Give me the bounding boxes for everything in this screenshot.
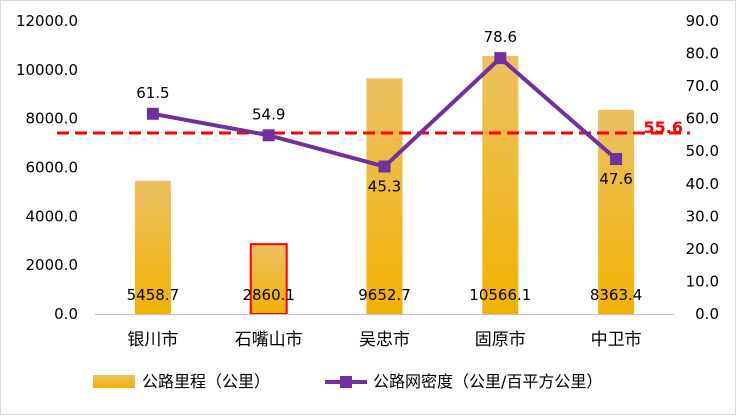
density-data-label: 78.6 <box>484 28 517 46</box>
bar-data-label: 2860.1 <box>242 286 295 304</box>
bar-5 <box>598 109 635 315</box>
x-tick-label: 吴忠市 <box>359 330 410 350</box>
y-left-tick-label: 10000.0 <box>16 61 78 79</box>
y-right-tick-label: 90.0 <box>686 12 719 30</box>
density-data-label: 47.6 <box>599 170 632 188</box>
bar-1 <box>134 180 171 314</box>
density-data-label: 54.9 <box>252 105 285 123</box>
y-left-tick-label: 2000.0 <box>26 256 79 274</box>
y-right-tick-label: 70.0 <box>686 77 719 95</box>
bar-data-label: 9652.7 <box>358 286 411 304</box>
y-right-tick-label: 0.0 <box>695 305 719 323</box>
density-marker-5 <box>610 153 623 166</box>
density-marker-3 <box>378 160 391 173</box>
density-marker-4 <box>494 52 507 65</box>
y-left-tick-label: 6000.0 <box>26 159 79 177</box>
y-right-tick-label: 50.0 <box>686 142 719 160</box>
y-right-tick-label: 40.0 <box>686 175 719 193</box>
y-right-tick-label: 80.0 <box>686 45 719 63</box>
bar-2 <box>249 243 288 315</box>
y-left-tick-label: 4000.0 <box>26 207 79 225</box>
reference-line-label: 55.6 <box>644 118 683 137</box>
bar-data-label: 5458.7 <box>127 286 180 304</box>
bar-layer <box>134 56 635 315</box>
density-marker-2 <box>262 129 275 142</box>
y-right-tick-label: 20.0 <box>686 240 719 258</box>
bar-data-label: 10566.1 <box>469 286 531 304</box>
legend-swatch-mileage <box>93 375 135 388</box>
bar-4 <box>482 56 519 315</box>
density-data-label: 45.3 <box>368 178 401 196</box>
y-left-tick-label: 12000.0 <box>16 12 78 30</box>
x-tick-label: 银川市 <box>127 330 178 350</box>
density-marker-1 <box>146 107 159 120</box>
legend: 公路里程（公里） 公路网密度（公里/百平方公里） <box>93 372 602 391</box>
legend-marker-density <box>340 376 352 388</box>
bar-data-label: 8363.4 <box>590 286 643 304</box>
x-tick-label: 石嘴山市 <box>235 330 303 350</box>
bar-3 <box>366 78 403 315</box>
x-tick-label: 固原市 <box>475 330 526 350</box>
legend-label-density: 公路网密度（公里/百平方公里） <box>373 372 602 391</box>
y-right-tick-label: 60.0 <box>686 110 719 128</box>
x-tick-label: 中卫市 <box>591 330 642 350</box>
legend-label-mileage: 公路里程（公里） <box>142 372 270 391</box>
axes-layer: 0.0 2000.0 4000.0 6000.0 8000.0 10000.0 12000.… <box>16 12 719 350</box>
y-left-tick-label: 8000.0 <box>26 110 79 128</box>
y-right-tick-label: 30.0 <box>686 207 719 225</box>
line-layer <box>146 52 623 173</box>
density-data-label: 61.5 <box>136 84 169 102</box>
y-left-tick-label: 0.0 <box>54 305 78 323</box>
labels-layer: 61.5 54.9 45.3 78.6 47.6 5458.7 2860.1 9652.7 10… <box>127 28 643 304</box>
y-right-tick-label: 10.0 <box>686 272 719 290</box>
